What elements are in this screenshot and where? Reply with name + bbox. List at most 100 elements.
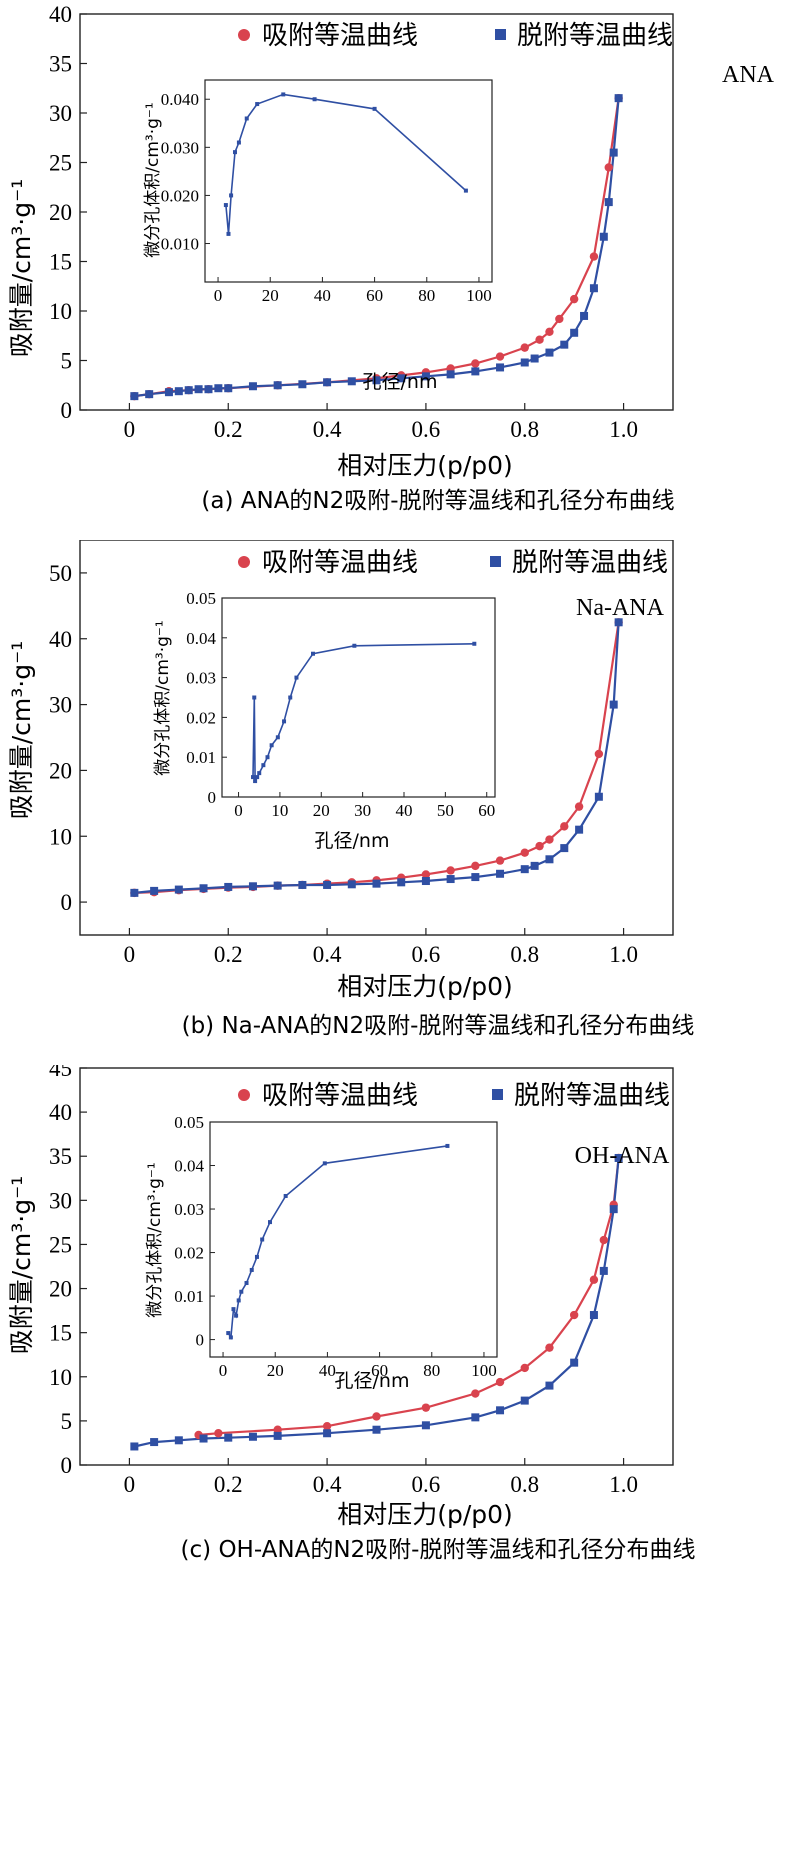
- legend-adsorption-label-a: 吸附等温曲线: [262, 21, 418, 51]
- y-tick-label: 35: [49, 52, 72, 77]
- inset-y-tick-label: 0.05: [186, 589, 216, 608]
- y-axis-label-b: 吸附量/cm³·g⁻¹: [7, 641, 36, 820]
- chart-c: 0 0.2 0.4 0.6 0.8 1.0 0 5 10 15 20 25 30 35 40 45 0 20 40…: [7, 1065, 696, 1563]
- desorption-point: [570, 328, 579, 337]
- inset-point: [463, 188, 468, 193]
- inset-plot-c: 0 20 40 60 80 100 0 0.01 0.02 0.03 0.04 0.05: [174, 1113, 498, 1380]
- caption-b: (b) Na-ANA的N2吸附-脱附等温线和孔径分布曲线: [182, 1013, 695, 1039]
- desorption-point: [545, 1381, 554, 1390]
- sample-label-c: OH-ANA: [575, 1143, 670, 1169]
- x-tick-label: 0.6: [412, 942, 441, 967]
- adsorption-point: [555, 314, 564, 324]
- adsorption-point: [569, 1310, 579, 1320]
- inset-point: [236, 1298, 241, 1303]
- inset-point: [257, 771, 262, 776]
- inset-y-tick-label: 0.02: [186, 708, 216, 727]
- desorption-point: [609, 1205, 618, 1214]
- panel-a: 0 0.2 0.4 0.6 0.8 1.0 0 5 10 15 20 25 30 35 40 0 20 40 60…: [0, 0, 804, 520]
- inset-x-tick-label: 20: [262, 286, 279, 305]
- inset-x-tick-label: 20: [313, 801, 330, 820]
- inset-y-tick-label: 0.040: [161, 90, 199, 109]
- desorption-point: [614, 1153, 623, 1162]
- adsorption-point: [545, 327, 554, 336]
- inset-x-tick-label: 20: [267, 1361, 284, 1380]
- legend-adsorption-marker-b: [238, 556, 250, 568]
- desorption-point: [530, 354, 539, 363]
- inset-point: [253, 779, 258, 784]
- y-tick-label: 25: [49, 1232, 72, 1257]
- desorption-point: [614, 618, 623, 627]
- inset-y-label-a: 微分孔体积/cm³·g⁻¹: [143, 102, 163, 257]
- chart-b: 0 0.2 0.4 0.6 0.8 1.0 0 10 20 30 40 50 0 10 20 30 40 50 6…: [7, 540, 695, 1039]
- desorption-point: [248, 1432, 257, 1441]
- adsorption-point: [495, 1377, 505, 1387]
- inset-x-tick-label: 50: [437, 801, 454, 820]
- x-axis-label-a: 相对压力(p/p0): [337, 451, 513, 480]
- inset-x-tick-label: 10: [271, 801, 288, 820]
- desorption-point: [446, 370, 455, 379]
- adsorption-point: [446, 866, 455, 875]
- adsorption-point: [520, 1363, 529, 1373]
- inset-x-tick-label: 40: [396, 801, 413, 820]
- desorption-point: [130, 392, 139, 401]
- desorption-point: [150, 1438, 159, 1447]
- x-tick-label: 0.4: [313, 417, 342, 442]
- desorption-point: [599, 1266, 608, 1275]
- desorption-point: [421, 877, 430, 886]
- inset-point: [288, 695, 293, 700]
- adsorption-point: [599, 1235, 609, 1245]
- x-tick-label: 0.2: [214, 942, 243, 967]
- y-tick-label: 25: [49, 151, 72, 176]
- x-tick-label: 0.6: [412, 417, 441, 442]
- desorption-point: [273, 881, 282, 890]
- inset-point: [254, 1254, 259, 1259]
- adsorption-point: [589, 1275, 599, 1284]
- adsorption-point: [545, 1343, 554, 1352]
- y-tick-label: 5: [61, 349, 73, 374]
- inset-point: [234, 1313, 239, 1318]
- desorption-point: [323, 1429, 332, 1438]
- desorption-point: [224, 1433, 233, 1442]
- inset-point: [311, 651, 315, 656]
- inset-y-tick-label: 0.04: [174, 1157, 204, 1176]
- x-tick-label: 1.0: [609, 942, 638, 967]
- desorption-point: [224, 384, 233, 393]
- inset-x-tick-label: 40: [314, 286, 331, 305]
- adsorption-point: [569, 294, 579, 304]
- legend-adsorption-label-b: 吸附等温曲线: [262, 548, 418, 578]
- desorption-point: [545, 348, 554, 357]
- y-tick-label: 40: [49, 627, 72, 652]
- desorption-point: [298, 880, 307, 889]
- legend-desorption-marker-a: [495, 29, 506, 40]
- x-axis-label-b: 相对压力(p/p0): [337, 972, 513, 1001]
- x-tick-label: 0.8: [510, 1472, 539, 1497]
- inset-x-tick-label: 100: [471, 1361, 497, 1380]
- main-plot-b: 0 0.2 0.4 0.6 0.8 1.0 0 10 20 30 40 50: [49, 540, 674, 967]
- inset-point: [249, 1267, 254, 1272]
- caption-c: (c) OH-ANA的N2吸附-脱附等温线和孔径分布曲线: [181, 1537, 696, 1563]
- adsorption-point: [471, 861, 480, 871]
- y-tick-label: 10: [49, 824, 72, 849]
- inset-point: [294, 675, 299, 680]
- inset-frame-b: [221, 597, 496, 798]
- desorption-point: [614, 94, 623, 103]
- inset-point: [251, 775, 256, 780]
- y-tick-label: 30: [49, 1188, 72, 1213]
- desorption-point: [520, 1396, 529, 1405]
- desorption-point: [298, 380, 307, 389]
- legend-adsorption-marker-a: [238, 29, 250, 41]
- main-plot-c: 0 0.2 0.4 0.6 0.8 1.0 0 5 10 15 20 25 30 35 40 45: [49, 1065, 674, 1497]
- adsorption-point: [471, 1389, 480, 1398]
- desorption-point: [589, 1311, 598, 1320]
- desorption-point: [560, 844, 569, 853]
- inset-point: [322, 1161, 327, 1166]
- legend-c: 吸附等温曲线 脱附等温曲线: [238, 1081, 670, 1111]
- inset-y-tick-label: 0.04: [186, 629, 216, 648]
- x-tick-label: 0.2: [214, 417, 243, 442]
- panel-c: 0 0.2 0.4 0.6 0.8 1.0 0 5 10 15 20 25 30 35 40 45 0 20 40…: [0, 1065, 804, 1865]
- y-tick-label: 30: [49, 101, 72, 126]
- x-tick-label: 1.0: [609, 417, 638, 442]
- inset-x-tick-label: 60: [366, 286, 383, 305]
- x-tick-label: 0: [124, 942, 136, 967]
- desorption-point: [199, 884, 208, 893]
